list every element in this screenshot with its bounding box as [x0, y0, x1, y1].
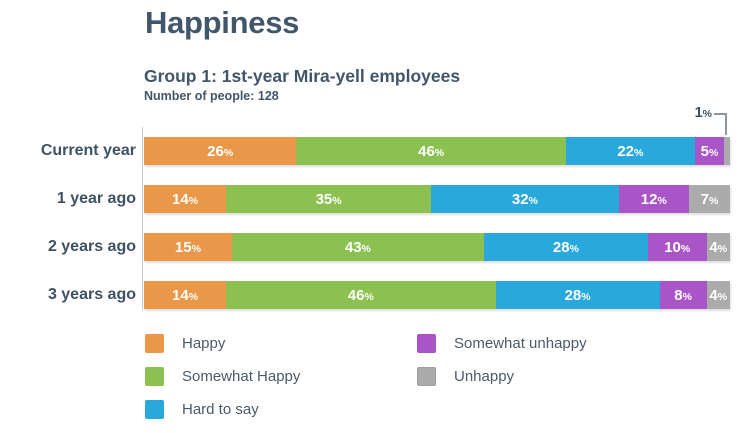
page-title: Happiness: [145, 5, 300, 40]
legend-swatch: [145, 367, 164, 386]
segment-value-label: 8%: [674, 286, 692, 304]
category-label: Current year: [40, 142, 136, 159]
bar-track: 14% 35% 32% 12% 7%: [144, 185, 730, 213]
y-axis-line: [142, 127, 143, 310]
bar-segment-hard-to-say: 28%: [495, 281, 660, 309]
category-label: 1 year ago: [56, 190, 136, 207]
legend-item-somewhat-unhappy: Somewhat unhappy: [417, 334, 587, 353]
segment-value-label: 4%: [709, 286, 728, 304]
bar-segment-happy: 14%: [144, 185, 227, 213]
bar-row: 2 years ago 15% 43% 28% 10% 4%: [0, 233, 750, 261]
legend-label: Somewhat Happy: [182, 368, 301, 385]
segment-value-label: 22%: [617, 142, 644, 160]
bar-segment-somewhat-unhappy: 10%: [647, 233, 707, 261]
bar-rows: Current year 26% 46% 22% 5% 1 year ago 14% 35% 3…: [0, 137, 750, 309]
bar-segment-hard-to-say: 32%: [431, 185, 619, 213]
bar-segment-unhappy: 4%: [706, 233, 730, 261]
bar-track: 14% 46% 28% 8% 4%: [144, 281, 730, 309]
callout-connector-line: [714, 113, 727, 135]
segment-value-label: 7%: [700, 190, 719, 208]
segment-value-label: 35%: [315, 190, 342, 208]
segment-value-label: 28%: [564, 286, 591, 304]
legend-label: Happy: [182, 335, 226, 352]
segment-value-label: 43%: [344, 238, 371, 256]
bar-segment-hard-to-say: 28%: [483, 233, 648, 261]
legend-swatch: [145, 400, 164, 419]
bar-segment-unhappy: 7%: [688, 185, 730, 213]
bar-segment-somewhat-happy: 35%: [226, 185, 432, 213]
legend-label: Somewhat unhappy: [454, 335, 587, 352]
legend-swatch: [417, 334, 436, 353]
stacked-bar-chart: Current year 26% 46% 22% 5% 1 year ago 14% 35% 3…: [0, 106, 750, 329]
bar-segment-happy: 15%: [144, 233, 232, 261]
bar-row: 1 year ago 14% 35% 32% 12% 7%: [0, 185, 750, 213]
segment-value-label: 15%: [174, 238, 201, 256]
legend-label: Hard to say: [182, 401, 259, 418]
callout-percent-sign: %: [702, 108, 712, 120]
segment-value-label: 12%: [640, 190, 667, 208]
bar-segment-somewhat-happy: 43%: [231, 233, 484, 261]
legend-item-somewhat-happy: Somewhat Happy: [145, 367, 300, 386]
segment-value-label: 5%: [700, 142, 719, 160]
legend-swatch: [417, 367, 436, 386]
category-label: 2 years ago: [47, 238, 136, 255]
bar-row: Current year 26% 46% 22% 5%: [0, 137, 750, 165]
legend-label: Unhappy: [454, 368, 515, 385]
legend-item-happy: Happy: [145, 334, 300, 353]
chart-subtitle: Group 1: 1st-year Mira-yell employees: [144, 66, 461, 86]
segment-value-label: 10%: [664, 238, 691, 256]
bar-segment-somewhat-unhappy: 12%: [618, 185, 689, 213]
bar-segment-hard-to-say: 22%: [565, 137, 695, 165]
segment-value-label: 46%: [347, 286, 374, 304]
segment-value-label: 14%: [172, 286, 199, 304]
bar-segment-happy: 26%: [144, 137, 297, 165]
bar-track: 15% 43% 28% 10% 4%: [144, 233, 730, 261]
legend-column-right: Somewhat unhappy Unhappy: [417, 334, 587, 400]
callout-label: 1%: [630, 106, 712, 121]
legend-swatch: [145, 334, 164, 353]
bar-segment-somewhat-happy: 46%: [226, 281, 496, 309]
legend-column-left: Happy Somewhat Happy Hard to say: [145, 334, 300, 433]
bar-row: 3 years ago 14% 46% 28% 8% 4%: [0, 281, 750, 309]
category-label: 3 years ago: [47, 286, 136, 303]
segment-value-label: 28%: [552, 238, 579, 256]
bar-segment-somewhat-unhappy: 5%: [694, 137, 725, 165]
bar-segment-somewhat-unhappy: 8%: [659, 281, 707, 309]
bar-segment-somewhat-happy: 46%: [296, 137, 566, 165]
legend-item-hard-to-say: Hard to say: [145, 400, 300, 419]
callout-value: 1: [694, 105, 703, 121]
segment-value-label: 26%: [207, 142, 234, 160]
segment-value-label: 4%: [709, 238, 728, 256]
legend-item-unhappy: Unhappy: [417, 367, 587, 386]
bar-track: 26% 46% 22% 5%: [144, 137, 730, 165]
segment-value-label: 46%: [418, 142, 445, 160]
bar-segment-unhappy: [724, 137, 730, 165]
bar-segment-unhappy: 4%: [706, 281, 730, 309]
bar-segment-happy: 14%: [144, 281, 227, 309]
segment-value-label: 14%: [172, 190, 199, 208]
sample-size-note: Number of people: 128: [144, 89, 279, 103]
segment-value-label: 32%: [511, 190, 538, 208]
